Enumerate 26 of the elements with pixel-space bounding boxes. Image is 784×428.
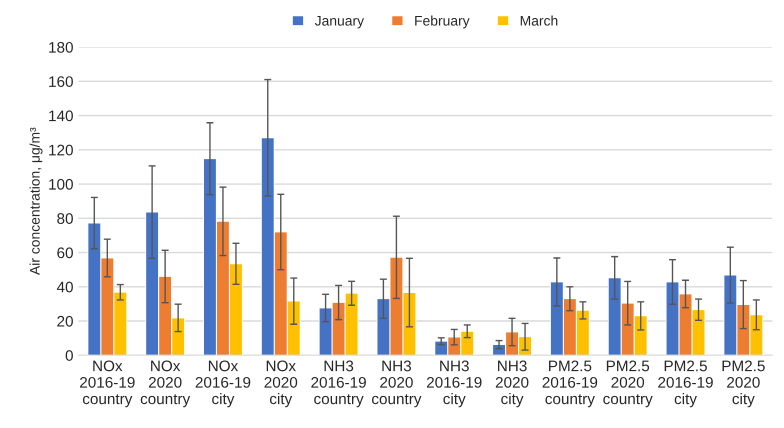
- y-tick-label: 160: [49, 76, 73, 88]
- x-tick-label: NH3 2016-19 country: [311, 360, 366, 408]
- x-tick-label: PM2.5 2016-19 city: [658, 360, 713, 408]
- x-tick-label: NOx 2020 country: [140, 360, 190, 408]
- y-tick-label: 120: [49, 144, 73, 156]
- x-tick-label: PM2.5 2016-19 country: [542, 360, 598, 408]
- x-tick-label: NH3 2016-19 city: [426, 360, 482, 408]
- y-tick-label: 80: [57, 213, 73, 224]
- x-tick-label: NOx 2020 city: [264, 360, 298, 408]
- x-tick-label: PM2.5 2020 country: [603, 360, 653, 408]
- legend-label: January: [314, 16, 364, 28]
- x-tick-label: NOx 2016-19 country: [80, 360, 135, 408]
- x-tick-label: NOx 2016-19 city: [196, 360, 250, 408]
- y-tick-label: 0: [66, 350, 73, 361]
- y-axis-title: Air concentration, μg/m³: [30, 128, 42, 275]
- y-tick-label: 180: [49, 42, 73, 53]
- legend-label: February: [415, 15, 470, 28]
- y-tick-label: 100: [49, 178, 73, 190]
- x-tick-label: NH3 2020 country: [372, 360, 422, 408]
- x-tick-label: PM2.5 2020 city: [722, 360, 765, 408]
- y-tick-label: 60: [57, 247, 73, 258]
- y-tick-label: 20: [57, 316, 73, 327]
- y-tick-label: 140: [49, 110, 73, 122]
- y-tick-label: 40: [56, 282, 73, 292]
- x-tick-label: NH3 2020 city: [496, 360, 528, 408]
- legend-label: March: [520, 15, 558, 26]
